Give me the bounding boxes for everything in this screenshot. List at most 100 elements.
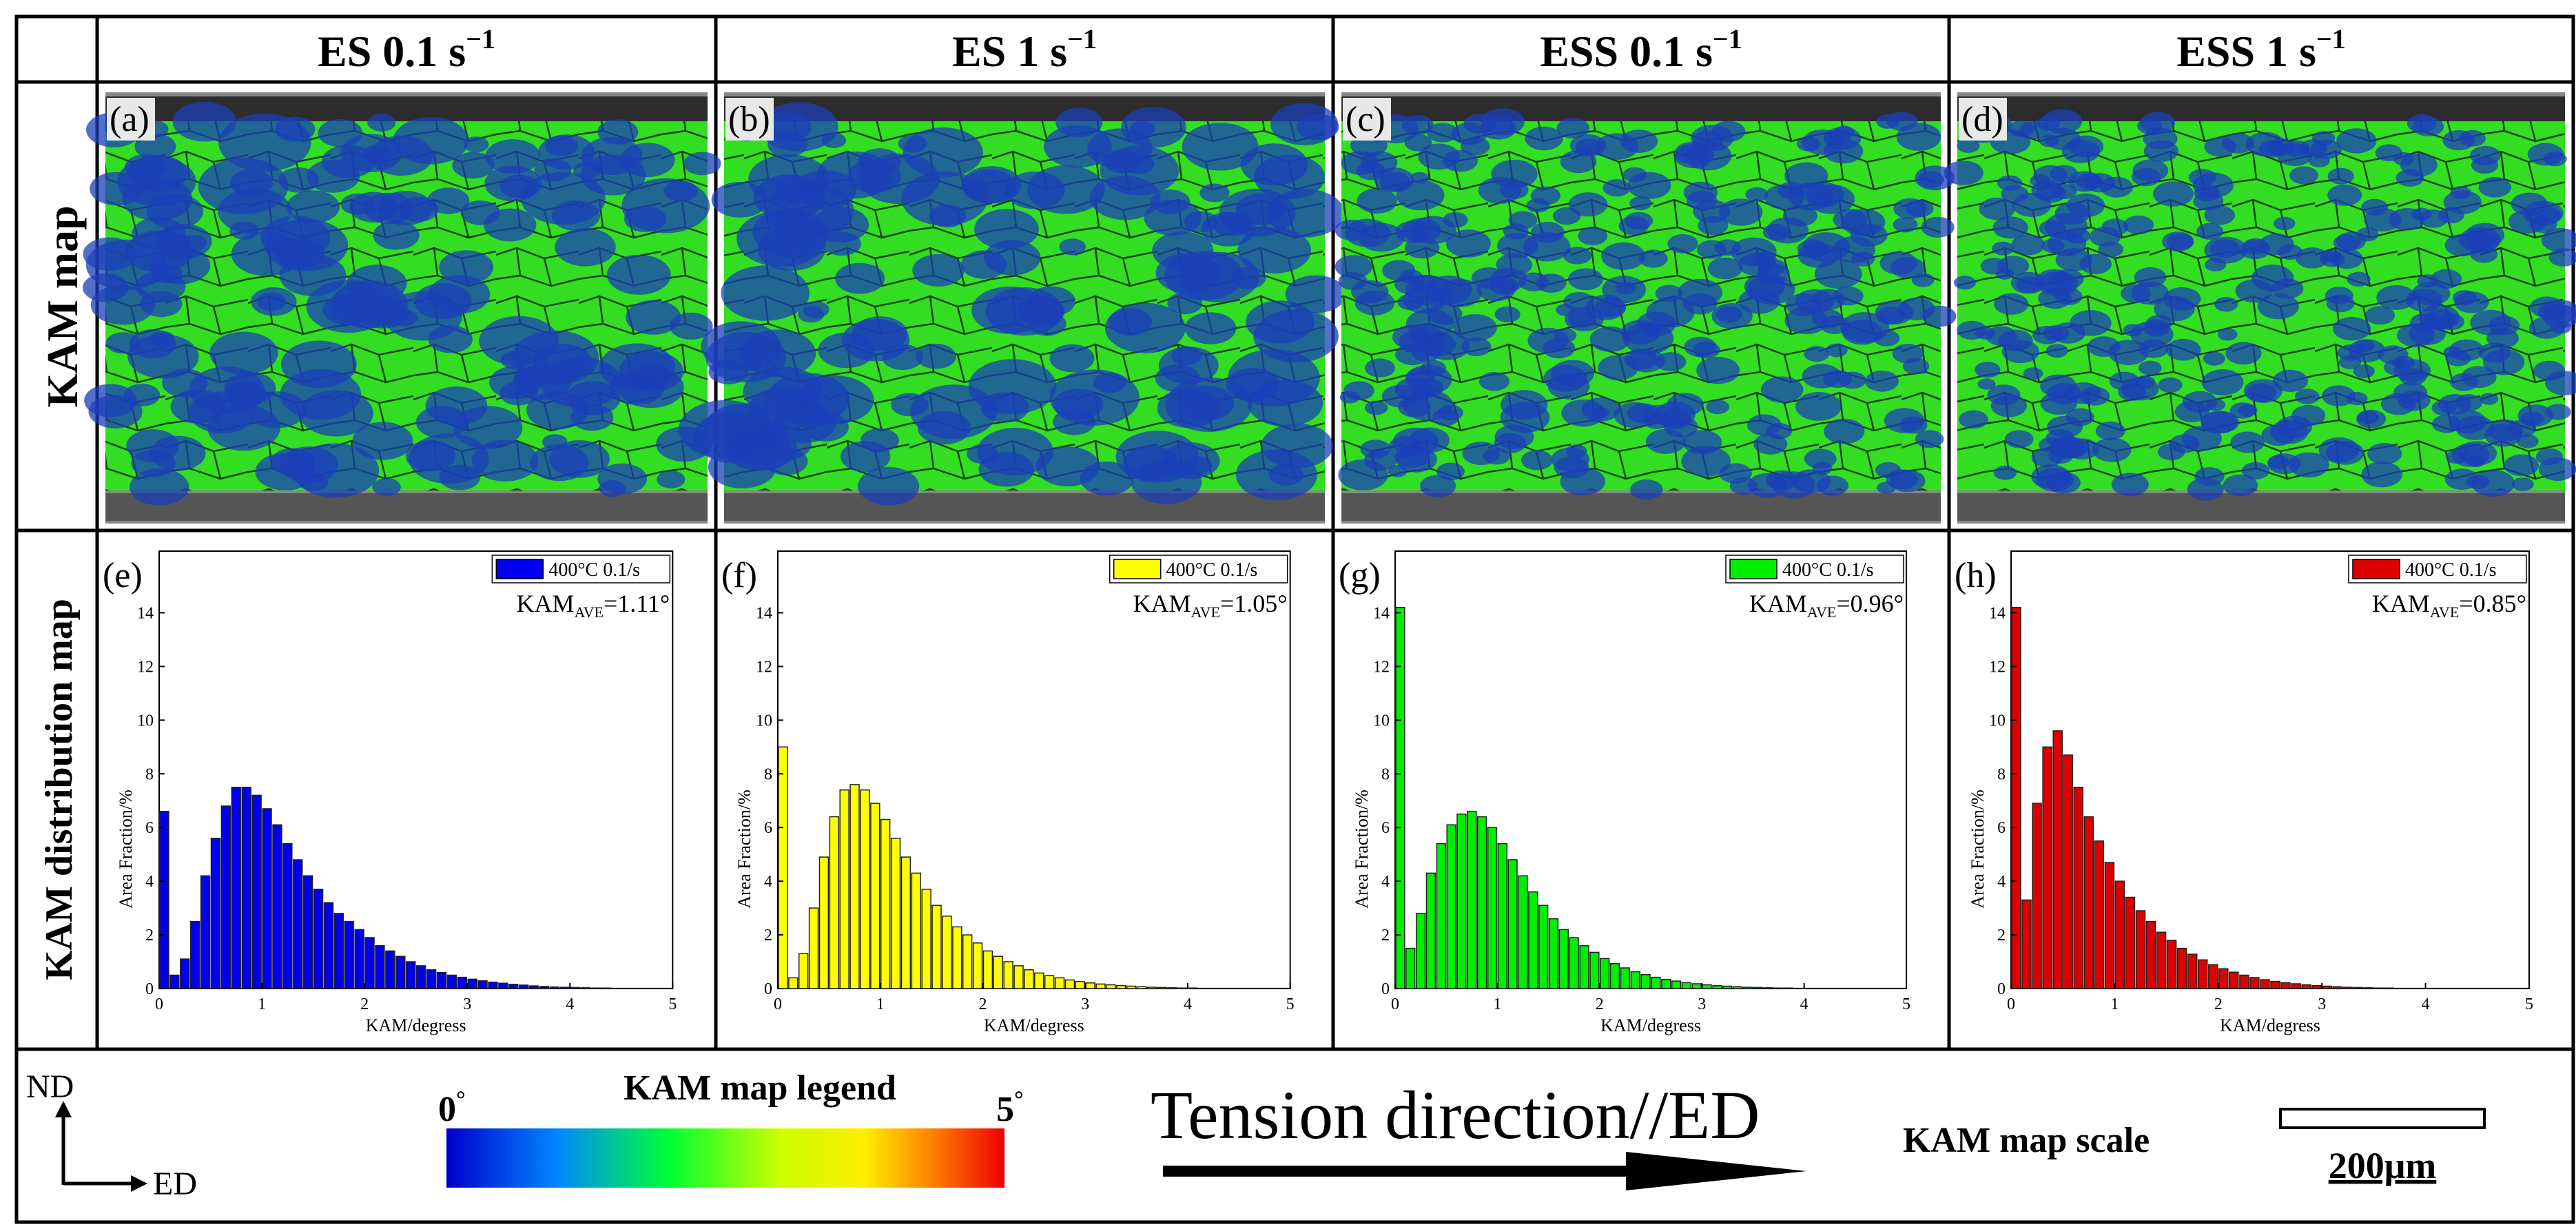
histogram-bar — [1425, 872, 1436, 989]
chart-legend: 400°C 0.1/s — [1725, 555, 1904, 583]
y-tick-label: 12 — [1989, 658, 2006, 676]
histogram-bar — [2311, 984, 2322, 989]
histogram-bar — [1579, 944, 1589, 989]
histogram-bar — [1024, 969, 1034, 989]
y-tick-label: 10 — [756, 712, 772, 730]
histogram-bar — [446, 974, 457, 989]
column-headers: ES 0.1 s−1 ES 1 s−1 ESS 0.1 s−1 ESS 1 s−… — [318, 23, 2346, 76]
histogram-bar — [808, 907, 819, 989]
histogram-bar — [498, 982, 508, 989]
x-tick-label: 0 — [1391, 995, 1399, 1013]
histogram-bar — [364, 937, 375, 989]
column-header-ess-0.1: ESS 0.1 s−1 — [1540, 23, 1742, 76]
legend-label: 400°C 0.1/s — [1166, 559, 1258, 581]
histogram-bar — [2011, 606, 2021, 989]
histogram-bar — [2301, 984, 2311, 989]
scale-title: KAM map scale — [1903, 1121, 2150, 1160]
histogram-bar — [2280, 982, 2291, 989]
histogram-bar — [1600, 958, 1610, 989]
histogram-bar — [1671, 980, 1682, 989]
histogram-bar — [169, 974, 180, 989]
histogram-bar — [2363, 987, 2374, 989]
histogram-bar — [1467, 811, 1477, 989]
kam-average: KAMAVE=0.96° — [1749, 590, 1904, 621]
x-tick-label: 2 — [1596, 995, 1604, 1013]
histogram-bar — [788, 977, 798, 989]
histogram-bar — [993, 956, 1003, 989]
histogram-bar — [2166, 940, 2177, 989]
histogram-bar — [549, 986, 560, 989]
y-tick-label: 6 — [1381, 819, 1390, 837]
y-tick-label: 14 — [1989, 604, 2006, 622]
histogram-bar — [2135, 910, 2146, 989]
histogram-bar — [1753, 987, 1763, 989]
histogram-bar — [2322, 985, 2332, 989]
kam-average: KAMAVE=0.85° — [2372, 590, 2526, 621]
legend-label: 400°C 0.1/s — [2405, 559, 2497, 581]
x-tick-label: 2 — [978, 995, 987, 1013]
x-tick-label: 2 — [360, 995, 369, 1013]
column-header-ess-1: ESS 1 s−1 — [2176, 23, 2346, 76]
histogram-bar — [1013, 965, 1024, 989]
histogram-bar — [1095, 983, 1106, 989]
histogram-bar — [1702, 984, 1712, 989]
histogram-bar — [1405, 947, 1416, 989]
histogram-bar — [890, 838, 901, 989]
histogram-bar — [436, 971, 447, 989]
x-tick-label: 1 — [2110, 995, 2119, 1013]
histogram-bar — [282, 843, 293, 989]
histogram-bar — [2094, 840, 2105, 989]
legend-swatch — [1113, 559, 1162, 579]
histogram-bar — [590, 987, 601, 989]
scale-bar-rect — [2279, 1108, 2486, 1129]
histogram-bar — [2156, 931, 2167, 989]
y-tick-label: 0 — [145, 980, 154, 998]
histogram-bar — [1640, 973, 1651, 989]
x-tick-label: 0 — [155, 995, 163, 1013]
histogram-bar — [1085, 982, 1095, 989]
kam-average: KAMAVE=1.11° — [517, 590, 670, 621]
histogram-bar — [2197, 959, 2208, 989]
nd-arrow-icon — [55, 1101, 72, 1117]
x-axis-label: KAM/degress — [366, 1015, 466, 1035]
map-panel-label: (d) — [1959, 98, 2007, 141]
y-tick-label: 2 — [764, 927, 772, 944]
histogram-bar — [2332, 986, 2342, 989]
histogram-bar — [1538, 905, 1549, 989]
x-tick-label: 5 — [668, 995, 677, 1013]
histogram-bar — [1146, 987, 1157, 989]
y-tick-label: 12 — [137, 658, 154, 676]
y-tick-label: 12 — [756, 658, 772, 676]
x-tick-label: 1 — [1493, 995, 1501, 1013]
histogram-bar — [1732, 986, 1743, 989]
histogram-bar — [972, 942, 983, 989]
histogram-bar — [559, 987, 570, 989]
row-header-kam-map: KAM map — [38, 205, 87, 407]
chart-legend: 400°C 0.1/s — [2348, 555, 2527, 583]
legend-max: 5° — [996, 1087, 1024, 1129]
histogram-bar — [570, 987, 580, 989]
svg-text:(b): (b) — [728, 100, 770, 139]
kam-color-bar — [446, 1128, 1004, 1188]
kam-map-2: (b) — [678, 92, 1346, 524]
y-tick-label: 6 — [1997, 819, 2006, 837]
histogram-bar — [829, 816, 840, 989]
histogram-bar — [415, 965, 426, 989]
x-tick-label: 0 — [774, 995, 782, 1013]
histogram-bar — [2073, 787, 2083, 989]
y-tick-label: 0 — [1381, 980, 1390, 998]
scale-value: 200μm — [2329, 1145, 2437, 1186]
histogram-bar — [518, 984, 529, 989]
y-axis-label: Area Fraction/% — [1968, 789, 1988, 909]
histogram-bar — [467, 978, 477, 989]
histogram-bar — [1188, 987, 1198, 989]
x-tick-label: 3 — [2318, 995, 2326, 1013]
histogram-bar — [180, 958, 190, 989]
histogram-bar — [1436, 843, 1446, 989]
histogram-bar — [1167, 987, 1177, 989]
tension-direction: Tension direction//ED — [1151, 1077, 1806, 1190]
histogram-bar — [1528, 891, 1538, 989]
x-tick-label: 5 — [1286, 995, 1295, 1013]
histogram-bar — [210, 838, 221, 989]
kam-average: KAMAVE=1.05° — [1133, 590, 1288, 621]
